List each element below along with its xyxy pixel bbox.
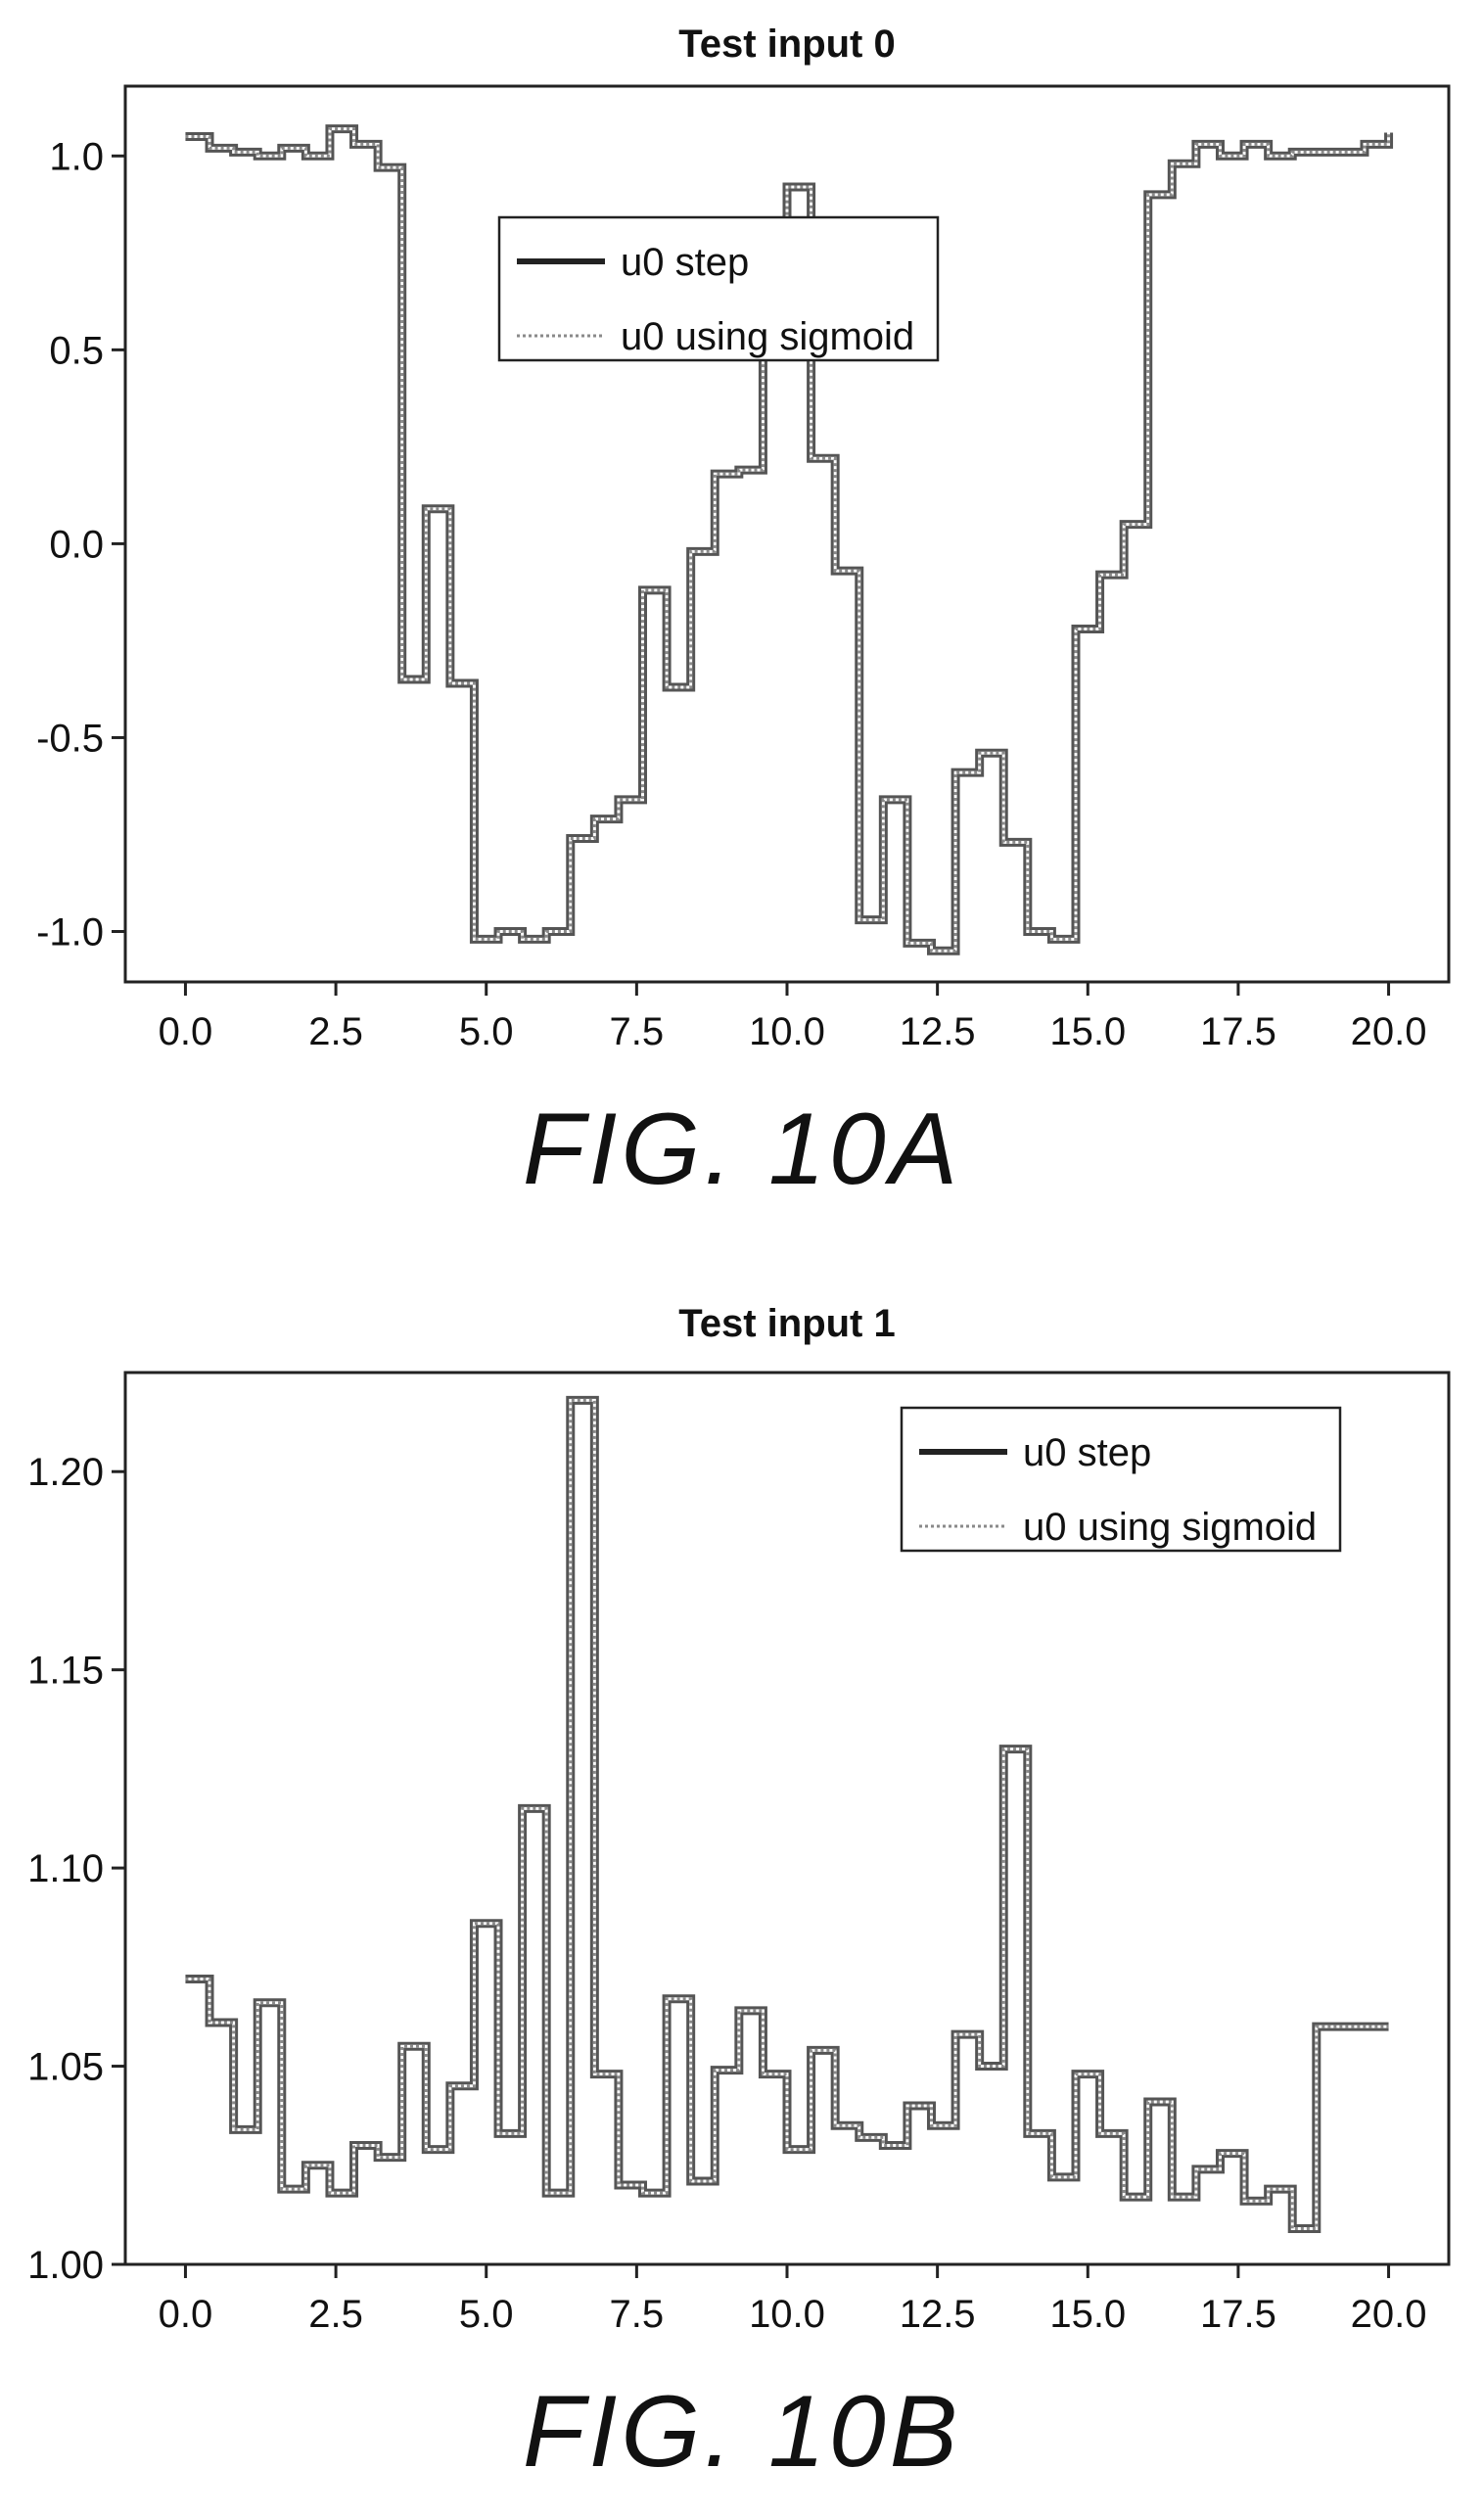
legend-label: u0 using sigmoid — [621, 315, 914, 358]
chart-title: Test input 0 — [678, 23, 895, 66]
x-tick-label: 20.0 — [1351, 2293, 1427, 2336]
x-tick-label: 0.0 — [159, 1010, 213, 1053]
figure-10a: Test input 0 0.0 2.5 5.0 7.5 10.0 12.5 15.0 17.5… — [0, 0, 1484, 1243]
figure-caption: FIG. 10B — [522, 2375, 962, 2489]
series-line-u0-using-sigmoid — [185, 1398, 1389, 2231]
x-tick-label: 2.5 — [308, 2293, 363, 2336]
y-tick-label: 1.00 — [27, 2244, 104, 2287]
x-tick-label: 17.5 — [1200, 1010, 1276, 1053]
x-tick-label: 7.5 — [610, 1010, 665, 1053]
x-tick-label: 7.5 — [610, 2293, 665, 2336]
legend-label: u0 step — [1023, 1431, 1151, 1474]
legend-label: u0 using sigmoid — [1023, 1506, 1317, 1549]
chart-title: Test input 1 — [678, 1302, 895, 1345]
y-tick-label: 1.05 — [27, 2046, 104, 2089]
x-tick-label: 0.0 — [159, 2293, 213, 2336]
x-tick-label: 2.5 — [308, 1010, 363, 1053]
x-tick-label: 15.0 — [1049, 1010, 1126, 1053]
figure-caption: FIG. 10A — [522, 1093, 962, 1206]
x-tick-label: 10.0 — [749, 2293, 825, 2336]
legend-label: u0 step — [621, 241, 749, 284]
x-tick-label: 5.0 — [459, 1010, 514, 1053]
x-tick-label: 10.0 — [749, 1010, 825, 1053]
chart-test-input-0: Test input 0 0.0 2.5 5.0 7.5 10.0 12.5 15.0 17.5… — [36, 23, 1451, 1053]
x-tick-label: 12.5 — [900, 2293, 976, 2336]
figure-10b: Test input 1 0.0 2.5 5.0 7.5 10.0 12.5 15.0 17.5… — [0, 1263, 1484, 2515]
y-tick-label: 1.20 — [27, 1451, 104, 1494]
y-tick-label: -1.0 — [36, 911, 104, 955]
y-tick-label: 1.10 — [27, 1847, 104, 1890]
x-tick-label: 15.0 — [1049, 2293, 1126, 2336]
x-tick-label: 17.5 — [1200, 2293, 1276, 2336]
x-tick-label: 12.5 — [900, 1010, 976, 1053]
x-tick-label: 5.0 — [459, 2293, 514, 2336]
chart-test-input-1: Test input 1 0.0 2.5 5.0 7.5 10.0 12.5 15.0 17.5… — [27, 1302, 1451, 2336]
y-tick-label: 1.15 — [27, 1650, 104, 1693]
y-tick-label: 0.0 — [49, 523, 104, 566]
x-tick-label: 20.0 — [1351, 1010, 1427, 1053]
y-tick-label: 1.0 — [49, 135, 104, 178]
y-tick-label: 0.5 — [49, 329, 104, 372]
y-tick-label: -0.5 — [36, 717, 104, 760]
